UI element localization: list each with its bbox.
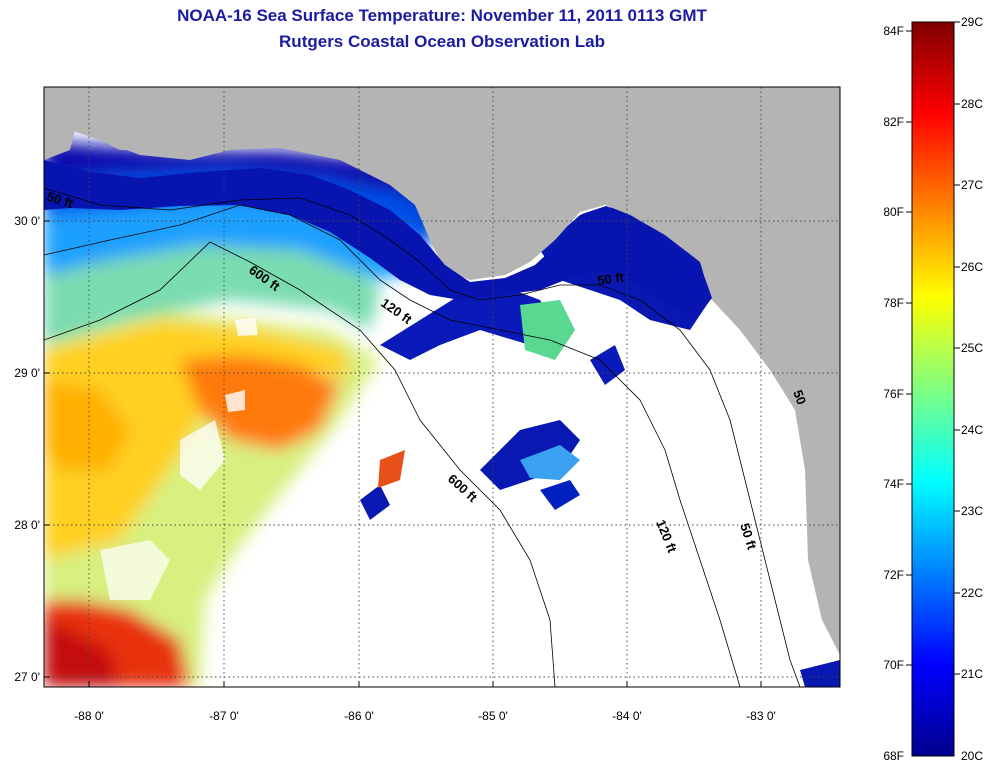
contour-600ft xyxy=(44,241,556,687)
map-subtitle: Rutgers Coastal Ocean Observation Lab xyxy=(279,32,605,51)
colorbar-c-label: 21C xyxy=(961,667,983,681)
depth-label: 50 ft xyxy=(596,269,625,288)
latitude-labels: 30 0' 29 0' 28 0' 27 0' xyxy=(14,214,40,684)
land-mass xyxy=(44,87,840,655)
colorbar-f-label: 68F xyxy=(883,749,904,763)
lon-label: -88 0' xyxy=(74,709,104,723)
colorbar-f-label: 72F xyxy=(883,568,904,582)
coastal-cold-band xyxy=(44,160,712,320)
colorbar-f-label: 82F xyxy=(883,115,904,129)
lon-label: -86 0' xyxy=(344,709,374,723)
colorbar-c-label: 24C xyxy=(961,423,983,437)
colorbar-f-label: 74F xyxy=(883,477,904,491)
colorbar-f-label: 76F xyxy=(883,387,904,401)
colorbar-gradient xyxy=(911,21,955,757)
colorbar-f-label: 78F xyxy=(883,296,904,310)
lon-label: -87 0' xyxy=(209,709,239,723)
map-title: NOAA-16 Sea Surface Temperature: Novembe… xyxy=(177,6,707,25)
map-plot-area xyxy=(44,87,840,687)
lat-label: 28 0' xyxy=(14,518,40,532)
depth-label: 50 xyxy=(790,388,809,407)
lon-label: -83 0' xyxy=(746,709,776,723)
colorbar-c-label: 27C xyxy=(961,178,983,192)
lat-label: 30 0' xyxy=(14,214,40,228)
cloud-gaps xyxy=(100,318,258,600)
colorbar-c-label: 23C xyxy=(961,504,983,518)
temperature-colorbar: 84F 82F 80F 78F 76F 74F 72F 70F 68F 29C … xyxy=(883,15,983,763)
colorbar-c-label: 28C xyxy=(961,97,983,111)
map-frame xyxy=(43,86,841,688)
lon-label: -84 0' xyxy=(612,709,642,723)
colorbar-c-label: 29C xyxy=(961,15,983,29)
colorbar-c-label: 20C xyxy=(961,749,983,763)
depth-contours xyxy=(44,187,801,687)
map-grid xyxy=(44,87,840,687)
colorbar-f-label: 80F xyxy=(883,205,904,219)
colorbar-c-label: 22C xyxy=(961,586,983,600)
axis-ticks xyxy=(44,220,762,687)
colorbar-ticks xyxy=(906,21,960,675)
colorbar-f-label: 70F xyxy=(883,658,904,672)
lat-label: 29 0' xyxy=(14,366,40,380)
lon-label: -85 0' xyxy=(478,709,508,723)
contour-120ft xyxy=(44,204,741,687)
lat-label: 27 0' xyxy=(14,670,40,684)
colorbar-c-label: 25C xyxy=(961,341,983,355)
colorbar-f-label: 84F xyxy=(883,24,904,38)
colorbar-c-label: 26C xyxy=(961,260,983,274)
contour-50ft xyxy=(44,187,801,687)
longitude-labels: -88 0' -87 0' -86 0' -85 0' -84 0' -83 0… xyxy=(74,709,776,723)
